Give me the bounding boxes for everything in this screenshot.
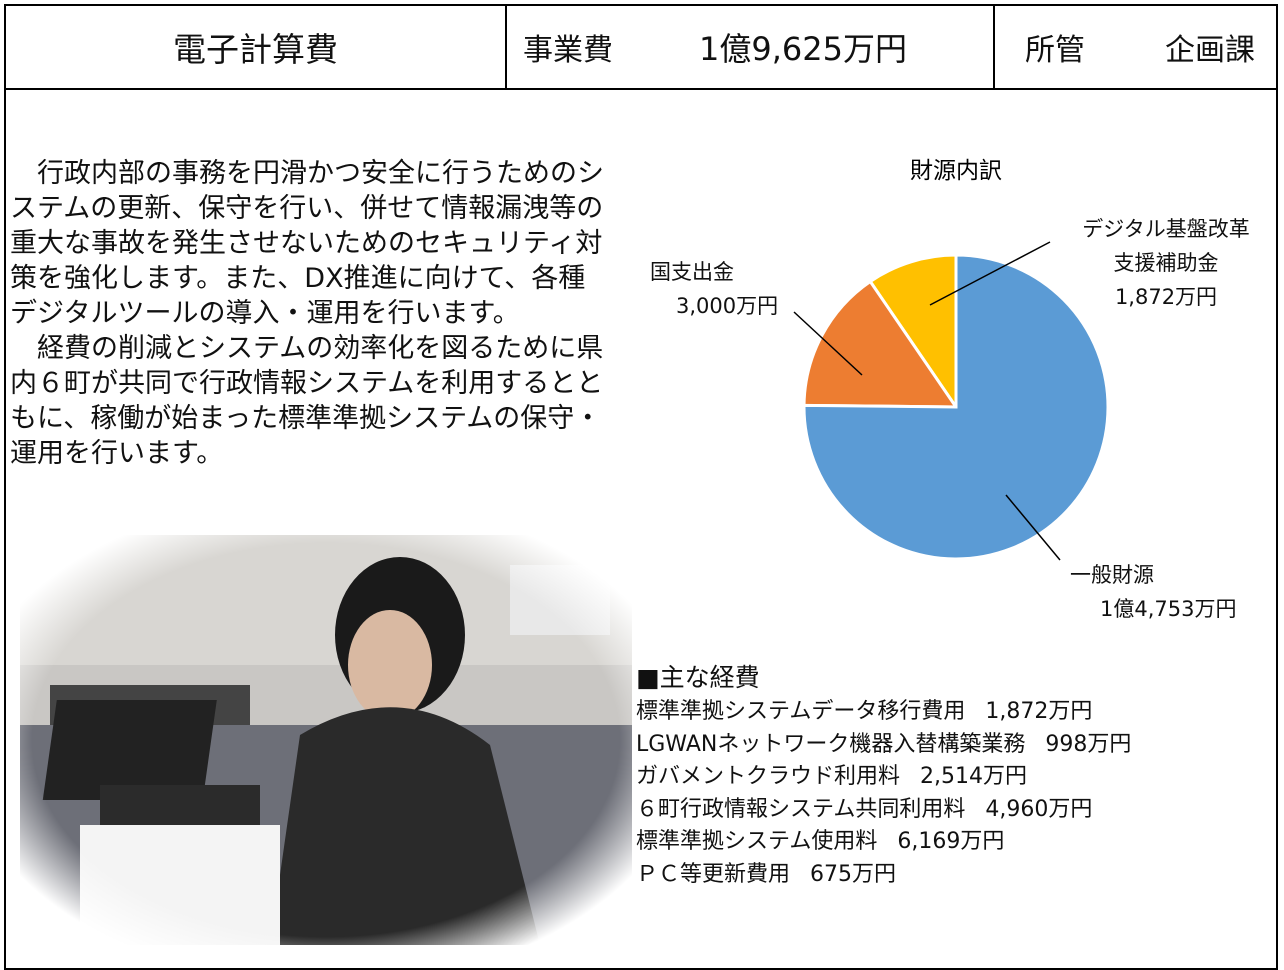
dept-cell: 所管 企画課 xyxy=(995,6,1276,88)
chart-title: 財源内訳 xyxy=(910,158,1002,184)
cost-item: ガバメントクラウド利用料 2,514万円 xyxy=(636,761,1131,794)
cost-amount: 1,872万円 xyxy=(985,699,1093,724)
pie-slice xyxy=(802,253,1110,561)
cost-amount: 675万円 xyxy=(810,861,897,887)
paragraph: 経費の削減とシステムの効率化を図るために県内６町が共同で行政情報システムを利用す… xyxy=(10,333,604,469)
cost: 1億9,625万円 xyxy=(699,30,907,68)
leader-line xyxy=(1005,494,1061,561)
category: 国支出金 xyxy=(650,260,734,284)
cost-name: ガバメントクラウド利用料 xyxy=(636,764,901,789)
slice-label: 一般財源 1億4,753万円 xyxy=(1070,558,1236,626)
cost-item: LGWANネットワーク機器入替構築業務 998万円 xyxy=(636,729,1131,762)
cost-amount: 998万円 xyxy=(1045,731,1132,757)
cost-name: ６町行政情報システム共同利用料 xyxy=(636,796,966,822)
costs-heading: ■主な経費 xyxy=(636,663,760,692)
slice-label: デジタル基盤改革支援補助金 1,872万円 xyxy=(1076,212,1256,314)
cost-amount: 4,960万円 xyxy=(985,796,1093,822)
cost-name: 標準準拠システム使用料 xyxy=(636,829,878,854)
dept-label: 所管 xyxy=(1025,33,1085,68)
title: 電子計算費 xyxy=(6,6,507,88)
cost-amount: 6,169万円 xyxy=(897,829,1005,854)
category: 一般財源 xyxy=(1070,563,1154,587)
category: デジタル基盤改革支援補助金 xyxy=(1082,217,1250,275)
photo xyxy=(20,535,632,945)
dept: 企画課 xyxy=(1165,33,1255,68)
cost-name: 標準準拠システムデータ移行費用 xyxy=(636,699,966,724)
value-label: 1,872万円 xyxy=(1114,285,1218,309)
description: 行政内部の事務を円滑かつ安全に行うためのシステムの更新、保守を行い、併せて情報漏… xyxy=(10,156,610,471)
cost-item: 標準準拠システムデータ移行費用 1,872万円 xyxy=(636,696,1131,729)
leader-line xyxy=(793,311,863,376)
pie-slice xyxy=(802,279,959,409)
value-label: 3,000万円 xyxy=(676,294,779,318)
slice-label: 国支出金 3,000万円 xyxy=(650,255,778,323)
leader-line xyxy=(929,241,1051,306)
cost-label: 事業費 xyxy=(523,33,613,68)
cost-name: ＰＣ等更新費用 xyxy=(636,861,791,887)
cost-item: ６町行政情報システム共同利用料 4,960万円 xyxy=(636,794,1131,827)
cost-cell: 事業費 1億9,625万円 xyxy=(507,6,995,88)
header: 電子計算費 事業費 1億9,625万円 所管 企画課 xyxy=(4,4,1278,90)
cost-item: ＰＣ等更新費用 675万円 xyxy=(636,859,1131,892)
pie-chart: 財源内訳 xyxy=(793,158,1110,561)
cost-name: LGWANネットワーク機器入替構築業務 xyxy=(636,731,1026,757)
value-label: 1億4,753万円 xyxy=(1100,597,1237,621)
cost-item: 標準準拠システム使用料 6,169万円 xyxy=(636,826,1131,859)
paragraph: 行政内部の事務を円滑かつ安全に行うためのシステムの更新、保守を行い、併せて情報漏… xyxy=(10,158,604,329)
pie-slice xyxy=(868,253,958,412)
costs: ■主な経費 標準準拠システムデータ移行費用 1,872万円 LGWANネットワーク機… xyxy=(636,660,1131,891)
cost-amount: 2,514万円 xyxy=(920,764,1027,789)
